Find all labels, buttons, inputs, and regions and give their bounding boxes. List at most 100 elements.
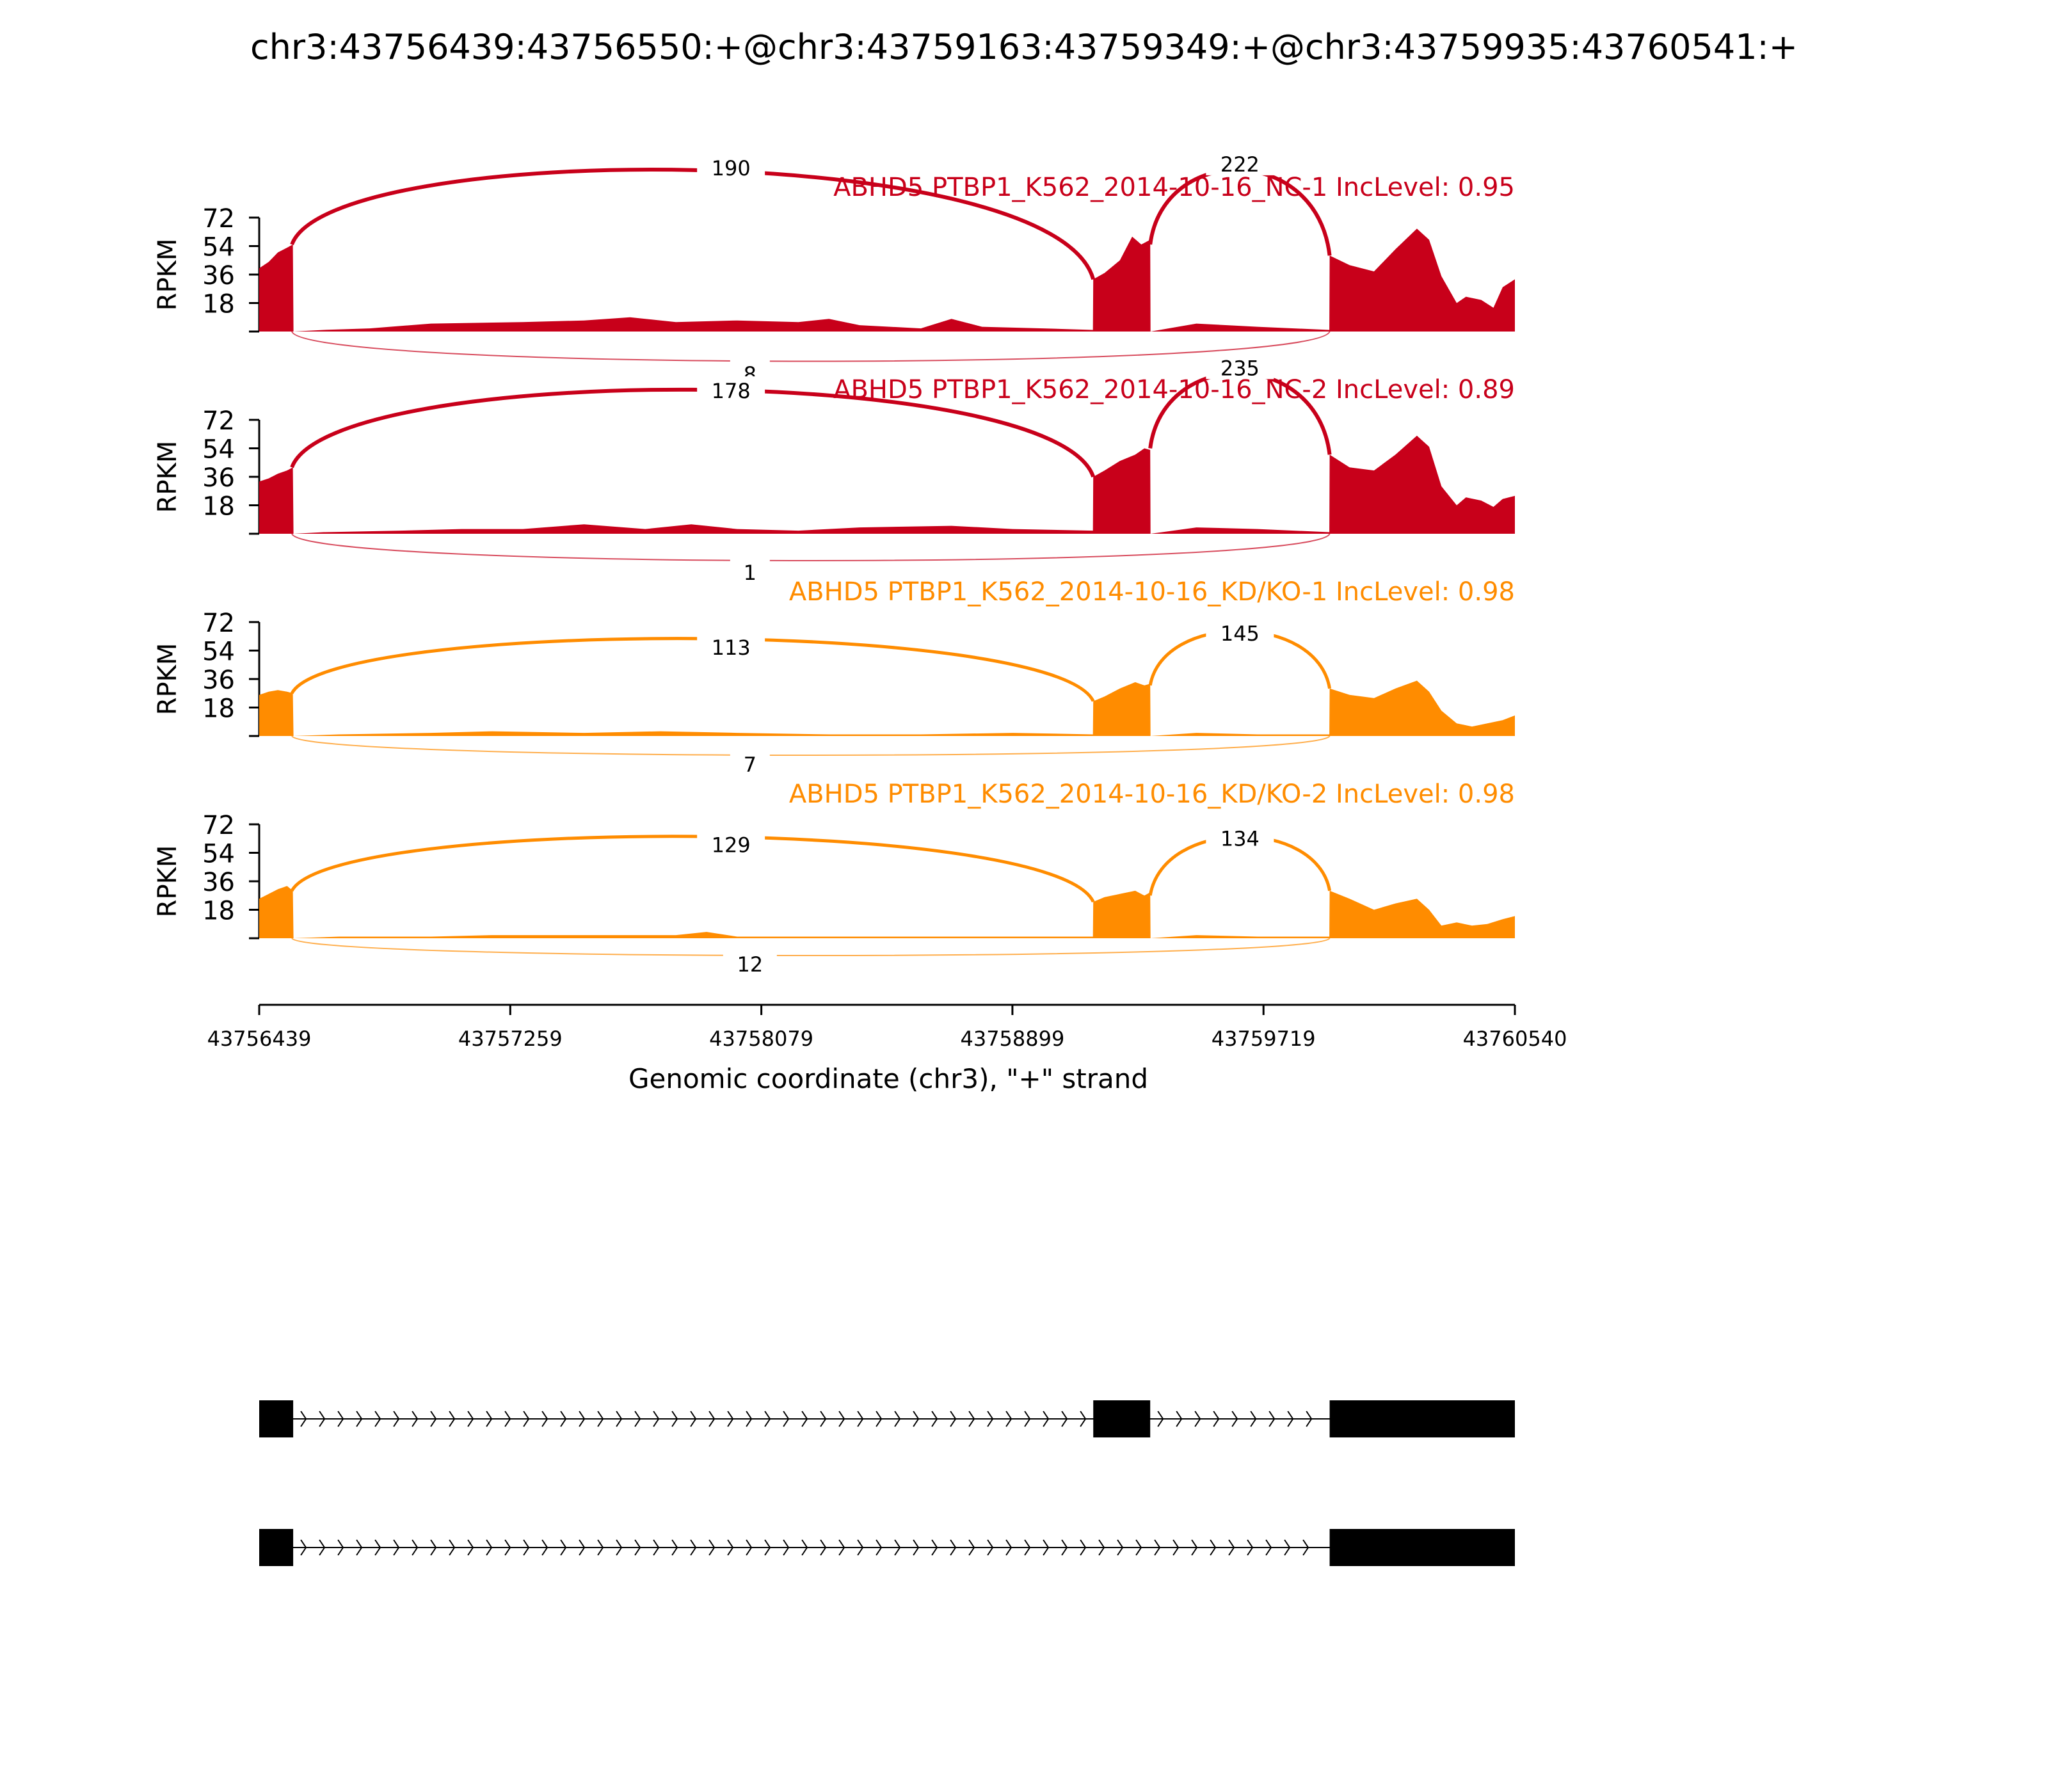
junction-count-exon2-exon3-bg [1206, 618, 1274, 644]
strand-arrow-icon [838, 1411, 845, 1427]
coverage-area-3 [259, 680, 1515, 736]
strand-arrow-icon [1080, 1411, 1087, 1427]
strand-arrow-icon [1250, 1411, 1257, 1427]
isoform-track [259, 1400, 1515, 1566]
y-tick-label-72: 72 [202, 609, 235, 638]
strand-arrow-icon [523, 1539, 530, 1556]
y-tick-label-36: 36 [202, 666, 235, 695]
strand-arrow-icon [894, 1411, 901, 1427]
y-axis-label-4: RPKM [153, 845, 182, 918]
y-tick-label-54: 54 [202, 840, 235, 869]
strand-arrow-icon [857, 1539, 864, 1556]
strand-arrow-icon [634, 1411, 641, 1427]
strand-arrow-icon [950, 1539, 957, 1556]
y-tick-label-36: 36 [202, 261, 235, 291]
x-tick-label-43757259: 43757259 [458, 1027, 563, 1051]
strand-arrow-icon [1043, 1411, 1050, 1427]
x-axis: 43756439 43757259 43758079 43758899 43759719… [207, 1004, 1567, 1051]
strand-arrow-icon [1005, 1411, 1012, 1427]
strand-arrow-icon [412, 1411, 419, 1427]
strand-arrow-icon [820, 1411, 827, 1427]
strand-arrow-icon [708, 1539, 716, 1556]
y-tick-label-72: 72 [202, 204, 235, 234]
strand-arrow-icon [1154, 1539, 1161, 1556]
strand-arrow-icon [671, 1539, 678, 1556]
strand-arrow-icon [337, 1411, 344, 1427]
strand-arrow-icon [523, 1411, 530, 1427]
y-tick-label-18: 18 [202, 694, 235, 724]
y-tick-label-36: 36 [202, 868, 235, 897]
strand-arrow-icon [727, 1411, 734, 1427]
strand-arrow-icon [1172, 1539, 1180, 1556]
x-tick-label-43758899: 43758899 [960, 1027, 1064, 1051]
y-tick-label-54: 54 [202, 637, 235, 667]
strand-arrow-icon [560, 1539, 567, 1556]
chart-title: chr3:43756439:43756550:+@chr3:43759163:4… [250, 27, 1798, 67]
strand-arrow-icon [894, 1539, 901, 1556]
x-tick-label-43760540: 43760540 [1463, 1027, 1567, 1051]
x-tick-label-43758079: 43758079 [709, 1027, 813, 1051]
strand-arrow-icon [616, 1411, 623, 1427]
junction-count-exon1-exon2: 190 [712, 156, 751, 180]
junction-count-exon1-exon2-bg [697, 153, 765, 179]
y-axis-label-2: RPKM [153, 441, 182, 513]
strand-arrow-icon [616, 1539, 623, 1556]
coverage-area-2 [259, 435, 1515, 534]
strand-arrow-icon [560, 1411, 567, 1427]
strand-arrow-icon [467, 1411, 474, 1427]
junction-count-exon1-exon2-bg [697, 376, 765, 403]
strand-arrow-icon [319, 1539, 326, 1556]
strand-arrow-icon [1228, 1539, 1235, 1556]
strand-arrow-icon [1043, 1539, 1050, 1556]
strand-arrow-icon [1157, 1411, 1164, 1427]
exon-block-2 [1329, 1529, 1515, 1566]
junction-arc-exon1-exon3 [291, 735, 1331, 756]
strand-arrow-icon [486, 1411, 493, 1427]
junction-count-exon1-exon2-bg [697, 830, 765, 856]
strand-arrow-icon [690, 1539, 697, 1556]
junction-count-exon1-exon3: 12 [737, 952, 763, 977]
y-tick-label-36: 36 [202, 463, 235, 493]
strand-arrow-icon [541, 1539, 548, 1556]
strand-arrow-icon [597, 1411, 604, 1427]
strand-arrow-icon [653, 1411, 660, 1427]
junction-count-exon2-exon3-bg [1206, 824, 1274, 850]
strand-arrow-icon [653, 1539, 660, 1556]
exon-block-1 [259, 1400, 294, 1437]
strand-arrow-icon [690, 1411, 697, 1427]
strand-arrow-icon [708, 1411, 716, 1427]
strand-arrow-icon [1080, 1539, 1087, 1556]
strand-arrow-icon [783, 1539, 790, 1556]
junction-count-exon1-exon2: 129 [712, 833, 751, 858]
strand-arrow-icon [1287, 1411, 1294, 1427]
strand-arrow-icon [801, 1411, 808, 1427]
junction-count-exon1-exon2: 113 [712, 636, 751, 660]
strand-arrow-icon [504, 1539, 511, 1556]
strand-arrow-icon [764, 1411, 771, 1427]
strand-arrow-icon [430, 1539, 437, 1556]
y-tick-label-72: 72 [202, 811, 235, 840]
strand-arrow-icon [1231, 1411, 1238, 1427]
strand-arrow-icon [337, 1539, 344, 1556]
strand-arrow-icon [838, 1539, 845, 1556]
y-axis-label-3: RPKM [153, 643, 182, 716]
junction-count-exon1-exon3: 1 [744, 561, 756, 585]
strand-arrow-icon [987, 1411, 994, 1427]
isoform-2 [259, 1529, 1515, 1566]
strand-arrow-icon [467, 1539, 474, 1556]
junction-count-exon2-exon3: 145 [1220, 621, 1260, 646]
strand-arrow-icon [356, 1539, 363, 1556]
strand-arrow-icon [1213, 1411, 1220, 1427]
strand-arrow-icon [1024, 1411, 1031, 1427]
strand-arrow-icon [876, 1539, 883, 1556]
strand-arrow-icon [727, 1539, 734, 1556]
panel-title-3: ABHD5 PTBP1_K562_2014-10-16_KD/KO-1 IncL… [789, 577, 1515, 607]
y-tick-label-54: 54 [202, 233, 235, 262]
coverage-panel-2: ABHD5 PTBP1_K562_2014-10-16_NC-2 IncLeve… [153, 353, 1515, 585]
strand-arrow-icon [579, 1539, 586, 1556]
junction-count-exon1-exon3-bg [730, 750, 770, 776]
coverage-panels: ABHD5 PTBP1_K562_2014-10-16_NC-1 IncLeve… [153, 149, 1515, 977]
strand-arrow-icon [1061, 1411, 1068, 1427]
strand-arrow-icon [449, 1411, 456, 1427]
